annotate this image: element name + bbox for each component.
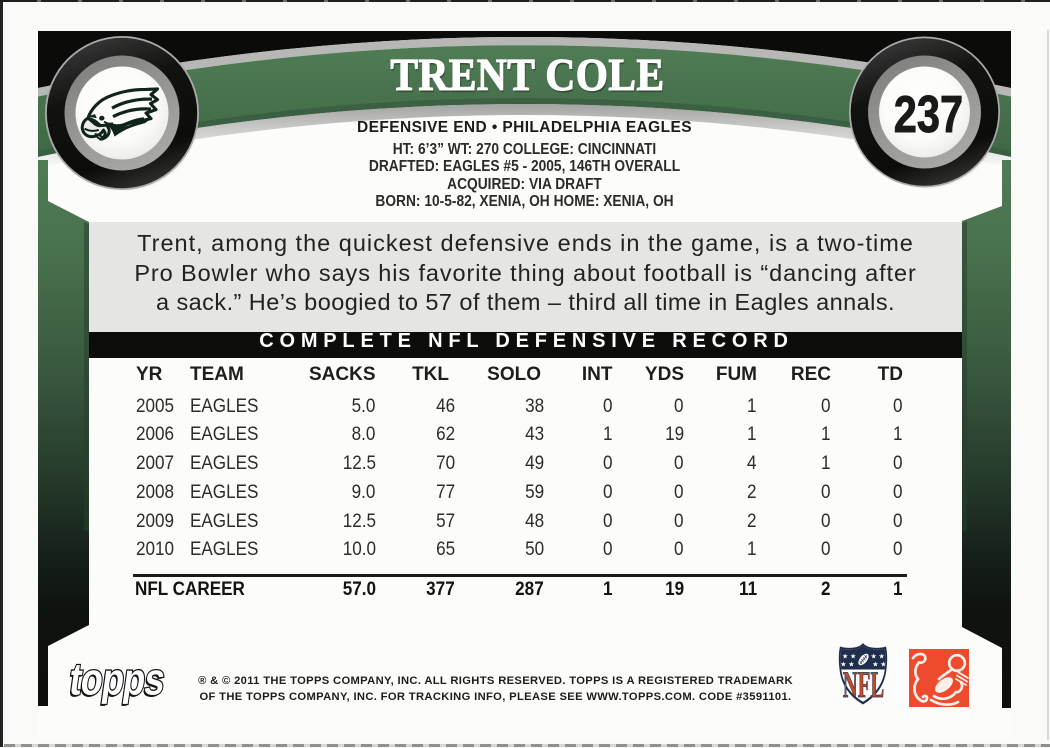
svg-text:topps: topps [65,659,166,706]
svg-text:topps: topps [67,659,168,704]
svg-text:★: ★ [850,653,856,661]
svg-text:★: ★ [848,661,854,669]
svg-text:★: ★ [871,653,877,661]
svg-text:NFL: NFL [843,665,884,706]
svg-text:★: ★ [840,661,846,669]
svg-text:★: ★ [872,661,878,669]
svg-text:★: ★ [880,661,886,669]
svg-text:★: ★ [879,653,885,661]
svg-text:★: ★ [842,653,848,661]
